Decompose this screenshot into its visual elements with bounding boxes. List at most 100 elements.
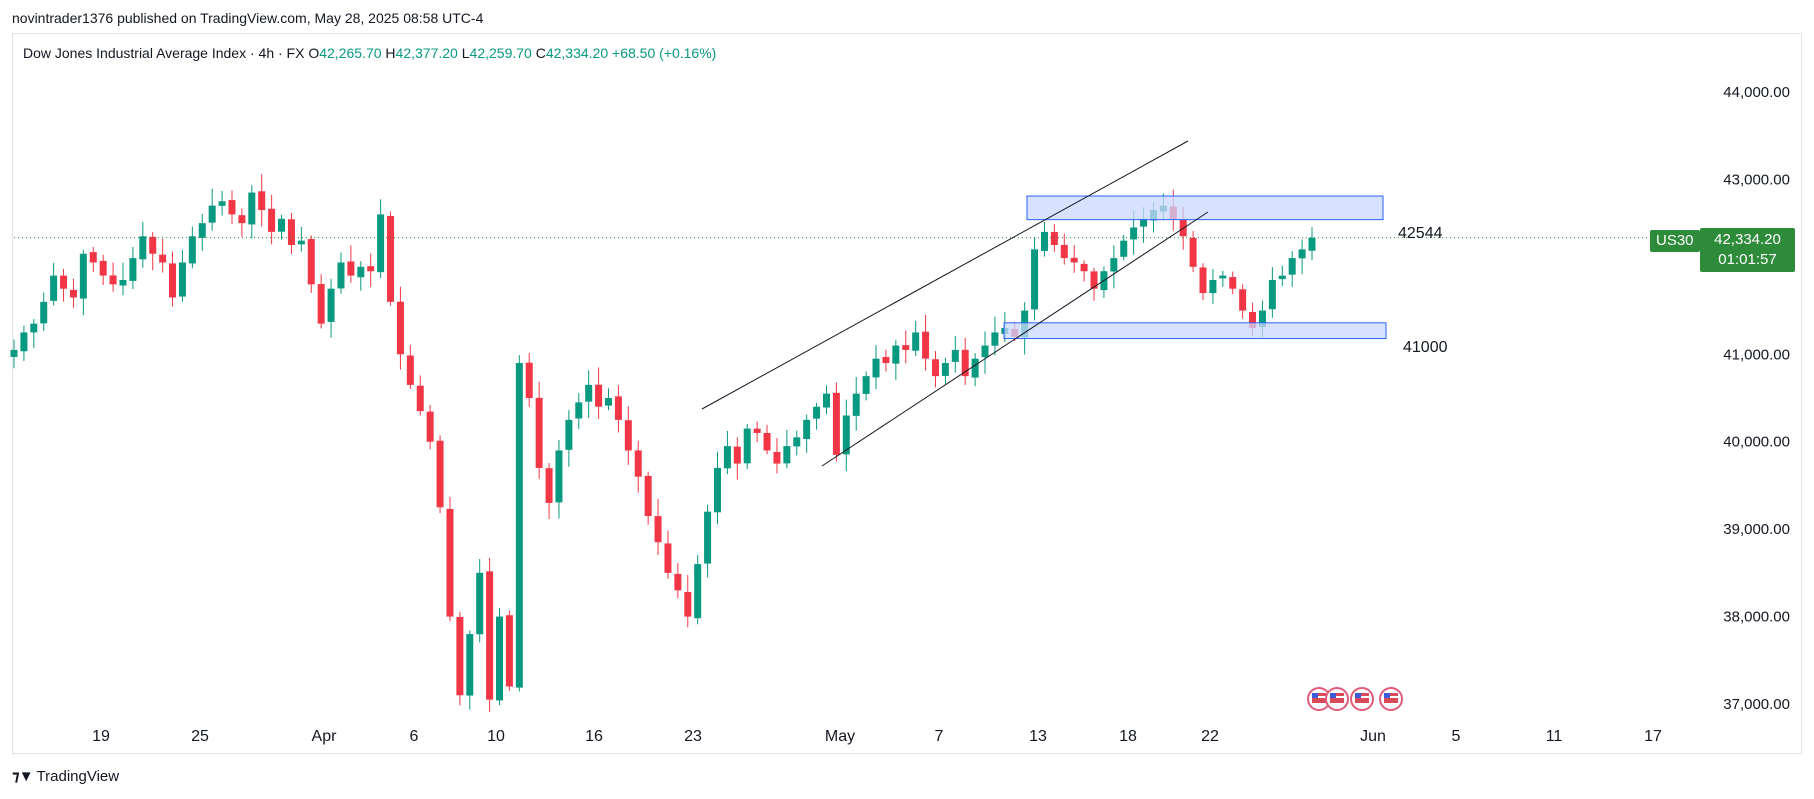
- zone-rectangle[interactable]: [1003, 322, 1387, 340]
- candle: [902, 330, 910, 364]
- x-tick-label: 19: [92, 728, 110, 745]
- candle: [595, 367, 603, 420]
- candle: [545, 463, 553, 519]
- candle: [763, 424, 771, 455]
- channel-upper-trendline[interactable]: [701, 140, 1189, 410]
- candle: [1120, 234, 1128, 261]
- candle: [238, 208, 246, 238]
- candle: [753, 421, 761, 443]
- candle: [872, 345, 880, 390]
- x-tick-label: 22: [1201, 728, 1219, 745]
- candle: [79, 249, 87, 316]
- candle: [99, 254, 107, 285]
- y-tick-label: 39,000.00: [1723, 521, 1790, 538]
- candle: [614, 385, 622, 433]
- candle: [188, 226, 196, 269]
- candle: [813, 402, 821, 430]
- candle: [981, 331, 989, 374]
- candle: [456, 611, 464, 706]
- candle: [1209, 269, 1217, 304]
- x-tick-label: 16: [585, 728, 603, 745]
- us-flag-event-icon[interactable]: [1325, 687, 1349, 711]
- candle: [644, 471, 652, 525]
- candle: [515, 355, 523, 692]
- candle: [218, 190, 226, 216]
- zone-rectangle[interactable]: [1026, 195, 1384, 221]
- candle: [287, 212, 295, 255]
- x-tick-label: May: [825, 728, 855, 745]
- candle: [149, 232, 157, 271]
- candle: [109, 262, 117, 292]
- tradingview-logo-icon: ⁊▼: [12, 768, 34, 785]
- legend-close: 42,334.20: [545, 45, 609, 61]
- candle: [575, 393, 583, 429]
- candle: [426, 404, 434, 450]
- candle: [743, 423, 751, 470]
- candle: [822, 385, 830, 415]
- y-tick-label: 44,000.00: [1723, 84, 1790, 101]
- candle: [1288, 251, 1296, 287]
- candle: [129, 246, 137, 290]
- legend-low: 42,259.70: [469, 45, 532, 61]
- candle: [297, 226, 305, 252]
- publisher-caption: novintrader1376 published on TradingView…: [12, 10, 484, 26]
- candle: [198, 213, 206, 251]
- candle: [585, 370, 593, 418]
- candle: [50, 262, 58, 306]
- candle: [951, 336, 959, 373]
- x-tick-label: Apr: [312, 728, 338, 745]
- candle: [1278, 265, 1286, 287]
- legend-o-label: O: [308, 45, 320, 61]
- candle: [852, 376, 860, 431]
- x-tick-label: 10: [487, 728, 505, 745]
- candle: [476, 559, 484, 643]
- candle: [991, 316, 999, 356]
- candle: [208, 188, 216, 231]
- candle: [159, 238, 167, 273]
- candle: [327, 278, 335, 338]
- x-tick-label: 17: [1644, 728, 1662, 745]
- candle: [307, 235, 315, 293]
- candle: [1229, 271, 1237, 295]
- x-tick-label: 6: [410, 728, 419, 745]
- bar-countdown: 01:01:57: [1718, 251, 1777, 268]
- candle: [248, 185, 256, 239]
- candle: [1199, 263, 1207, 301]
- candle: [1090, 267, 1098, 301]
- candle: [377, 199, 385, 279]
- us-flag-event-icon[interactable]: [1379, 687, 1403, 711]
- y-axis: 44,000.00 43,000.00 41,000.00 40,000.00 39,0…: [1723, 84, 1790, 713]
- candle: [347, 245, 355, 283]
- legend-c-label: C: [535, 45, 546, 61]
- candle: [278, 214, 286, 240]
- candle: [931, 351, 939, 388]
- brand-name: TradingView: [36, 767, 120, 785]
- legend-h-label: H: [385, 45, 396, 61]
- price-chart[interactable]: 44,000.00 43,000.00 41,000.00 40,000.00 39,0…: [0, 0, 1814, 760]
- x-tick-label: 11: [1546, 728, 1563, 745]
- candle: [178, 249, 186, 302]
- candle: [654, 498, 662, 555]
- candle: [1298, 239, 1306, 274]
- us-flag-event-icon[interactable]: [1307, 687, 1331, 711]
- candle: [317, 274, 325, 329]
- candle: [803, 414, 811, 453]
- legend-l-label: L: [461, 45, 470, 61]
- y-tick-label: 43,000.00: [1723, 171, 1790, 188]
- candle: [832, 382, 840, 462]
- candle: [406, 345, 414, 390]
- us-flag-event-icon[interactable]: [1350, 687, 1374, 711]
- x-tick-label: 7: [935, 728, 944, 745]
- channel-lower-trendline[interactable]: [821, 211, 1209, 467]
- candle: [892, 339, 900, 381]
- y-tick-label: 40,000.00: [1723, 434, 1790, 451]
- tradingview-footer[interactable]: ⁊▼ TradingView: [12, 767, 120, 786]
- candle: [674, 563, 682, 599]
- candle: [367, 253, 375, 287]
- candle: [1031, 237, 1039, 321]
- candle: [1110, 245, 1118, 289]
- candle: [555, 439, 563, 519]
- candle: [684, 575, 692, 628]
- candle: [357, 261, 365, 291]
- candle: [783, 429, 791, 469]
